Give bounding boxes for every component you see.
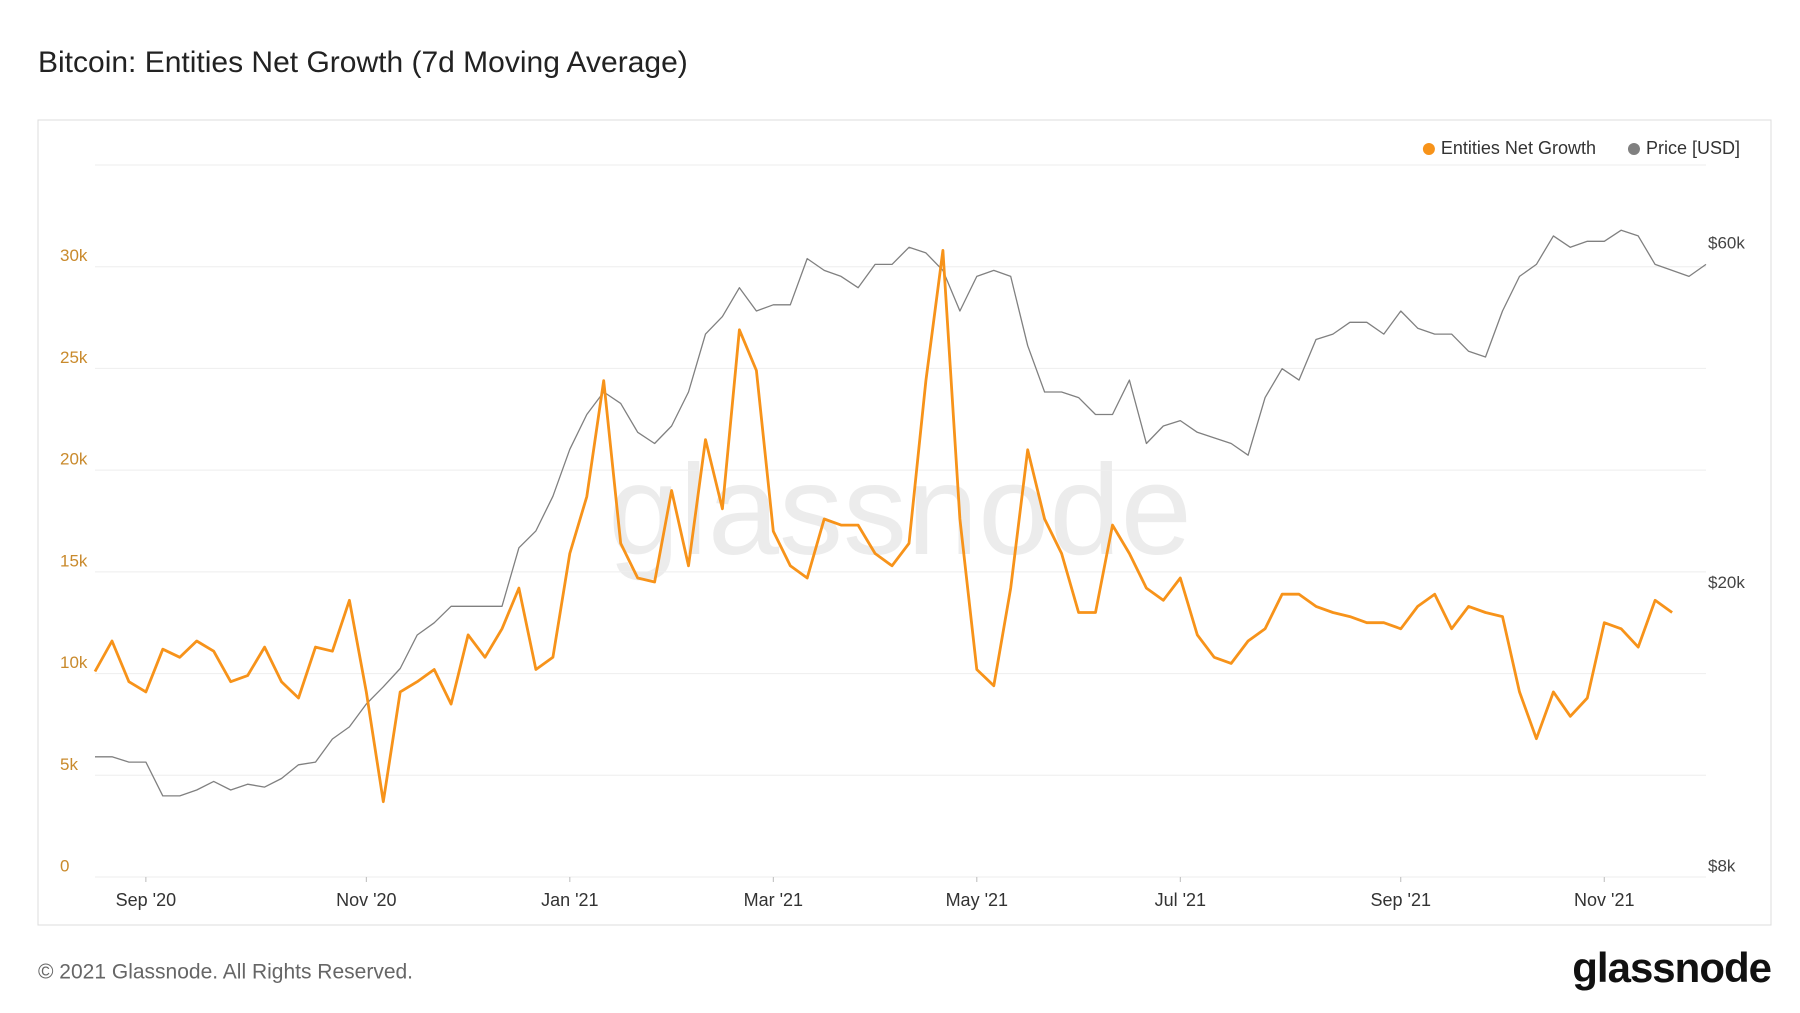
y2-tick-label: $8k xyxy=(1708,856,1736,875)
y-tick-label: 25k xyxy=(60,348,88,367)
y-tick-label: 5k xyxy=(60,755,78,774)
y-tick-label: 15k xyxy=(60,551,88,570)
chart-title: Bitcoin: Entities Net Growth (7d Moving … xyxy=(38,46,688,79)
legend-marker xyxy=(1422,143,1435,155)
x-tick-label: Mar '21 xyxy=(744,890,803,910)
x-tick-label: Jul '21 xyxy=(1155,890,1206,910)
y-tick-label: 30k xyxy=(60,246,88,265)
x-tick-label: Sep '20 xyxy=(116,890,177,910)
watermark: glassnode xyxy=(608,439,1192,582)
x-tick-label: Sep '21 xyxy=(1371,890,1432,910)
x-tick-label: Nov '20 xyxy=(336,890,396,910)
x-tick-label: Jan '21 xyxy=(541,890,598,910)
x-tick-label: May '21 xyxy=(946,890,1008,910)
chart-frame xyxy=(37,119,1772,926)
series-line xyxy=(93,249,1673,804)
y-tick-label: 10k xyxy=(60,653,88,672)
legend-label: Price [USD] xyxy=(1646,138,1740,158)
y-tick-label: 0 xyxy=(60,856,69,875)
series-line xyxy=(95,229,1707,797)
logo: glassnode xyxy=(1572,944,1771,991)
copyright: © 2021 Glassnode. All Rights Reserved. xyxy=(38,961,413,984)
legend-label: Entities Net Growth xyxy=(1441,138,1596,158)
y2-tick-label: $60k xyxy=(1708,233,1745,252)
y-tick-label: 20k xyxy=(60,450,88,469)
legend-marker xyxy=(1627,143,1640,155)
x-tick-label: Nov '21 xyxy=(1574,890,1634,910)
y2-tick-label: $20k xyxy=(1708,573,1745,592)
